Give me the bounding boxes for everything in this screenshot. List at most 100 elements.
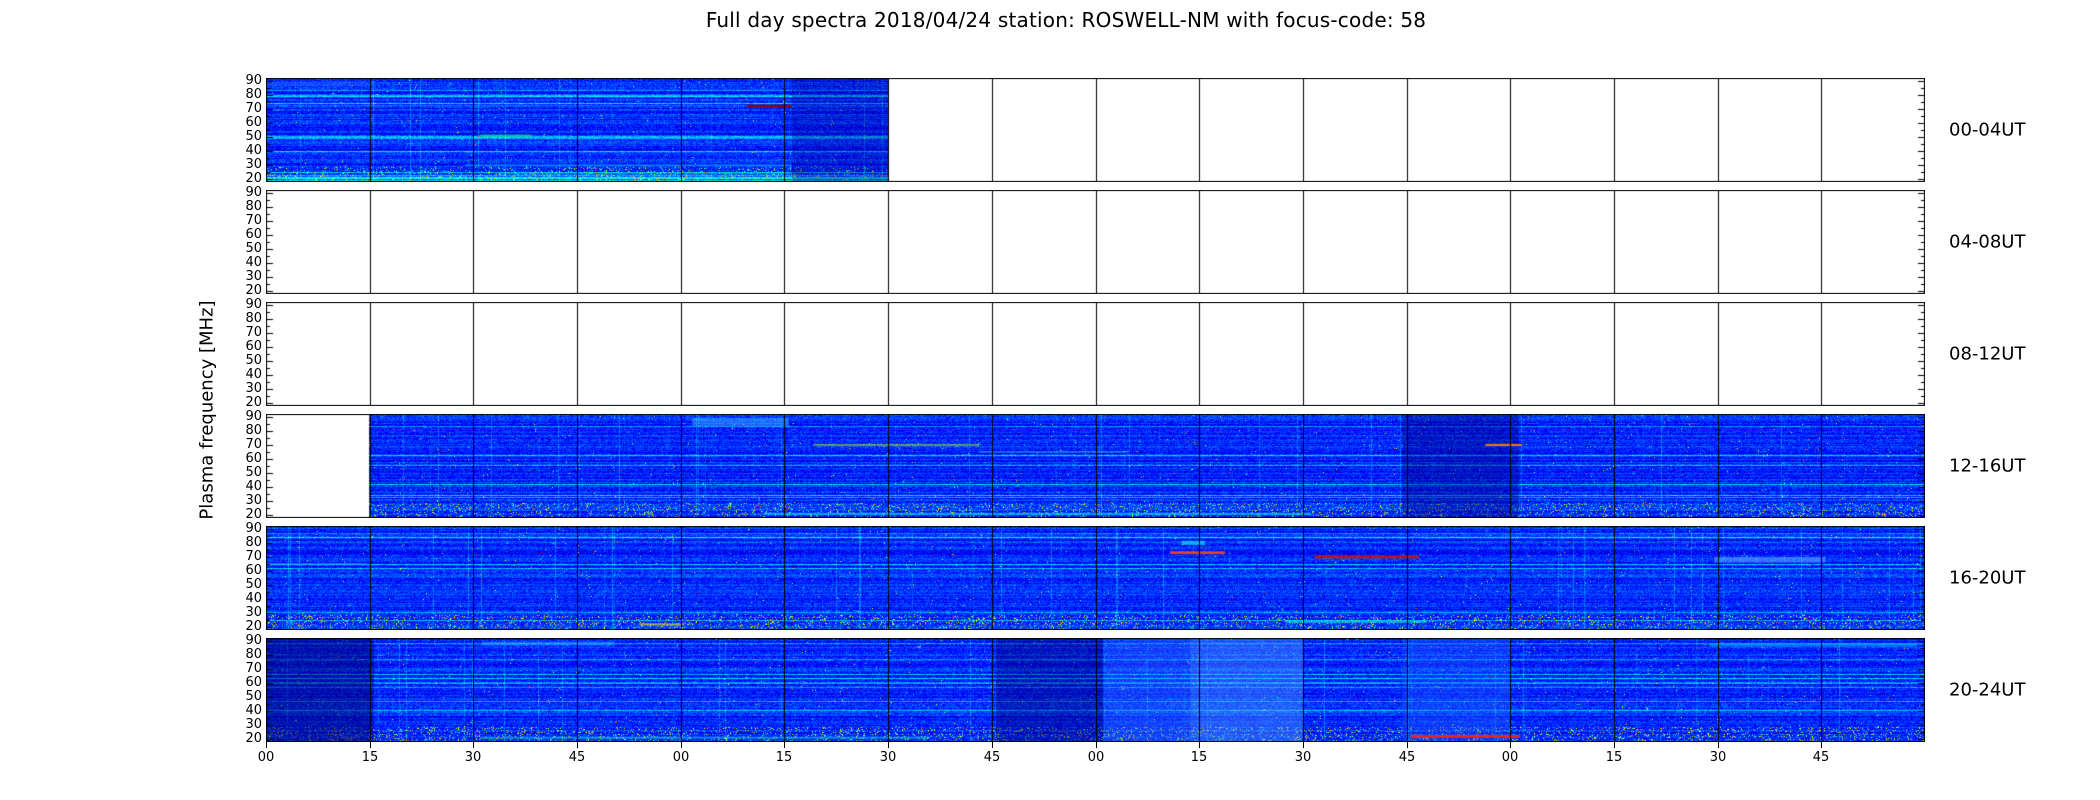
x-tick-label: 30 (464, 750, 482, 765)
y-axis-label: Plasma frequency [MHz] (196, 300, 218, 520)
y-tick-label: 90 (245, 296, 262, 312)
figure-title: Full day spectra 2018/04/24 station: ROS… (705, 8, 1427, 32)
y-tick-label: 70 (245, 324, 262, 340)
y-tick-label: 60 (245, 338, 262, 354)
x-tick-label: 30 (1709, 750, 1727, 765)
y-tick-label: 30 (245, 717, 262, 733)
y-tick-label: 60 (245, 674, 262, 690)
panel-time-label: 04-08UT (1949, 231, 2026, 253)
y-tick-label: 30 (245, 269, 262, 285)
panel-time-label: 08-12UT (1949, 343, 2026, 365)
y-tick-label: 40 (245, 367, 262, 383)
spectrogram-canvas (266, 78, 1925, 182)
x-tick-label: 15 (361, 750, 379, 765)
y-tick-label: 50 (245, 689, 262, 705)
y-tick-label: 50 (245, 577, 262, 593)
y-tick-label: 60 (245, 450, 262, 466)
x-tick-label: 00 (672, 750, 690, 765)
y-tick-label: 90 (245, 72, 262, 88)
x-tick-label: 00 (257, 750, 275, 765)
x-tick-mark (1096, 742, 1097, 748)
y-tick-label: 40 (245, 255, 262, 271)
y-tick-label: 80 (245, 86, 262, 102)
y-tick-label: 60 (245, 562, 262, 578)
spectra-panel-1: 90 80 70 60 50 40 30 20 00-04UT (245, 73, 2025, 185)
spectra-panel-6: 90 80 70 60 50 40 30 20 20-24UT (245, 633, 2025, 745)
y-tick-label: 90 (245, 184, 262, 200)
x-tick-mark (473, 742, 474, 748)
x-tick-label: 30 (1294, 750, 1312, 765)
y-tick-label: 80 (245, 646, 262, 662)
spectrogram-canvas (266, 638, 1925, 742)
y-tick-label: 70 (245, 100, 262, 116)
x-tick-label: 45 (983, 750, 1001, 765)
x-tick-label: 15 (1605, 750, 1623, 765)
x-tick-mark (1510, 742, 1511, 748)
x-tick-mark (1718, 742, 1719, 748)
y-tick-label: 80 (245, 198, 262, 214)
y-tick-label: 50 (245, 129, 262, 145)
x-tick-label: 15 (1190, 750, 1208, 765)
y-tick-label: 60 (245, 226, 262, 242)
spectrogram-canvas (266, 190, 1925, 294)
spectra-panel-4: 90 80 70 60 50 40 30 20 12-16UT (245, 409, 2025, 521)
x-tick-mark (1407, 742, 1408, 748)
y-tick-label: 50 (245, 465, 262, 481)
y-tick-label: 80 (245, 534, 262, 550)
y-tick-label: 30 (245, 381, 262, 397)
y-tick-label: 70 (245, 548, 262, 564)
x-tick-label: 45 (568, 750, 586, 765)
y-tick-label: 40 (245, 143, 262, 159)
y-tick-label: 50 (245, 353, 262, 369)
y-tick-label: 20 (245, 395, 262, 411)
spectra-panel-3: 90 80 70 60 50 40 30 20 08-12UT (245, 297, 2025, 409)
y-tick-label: 20 (245, 283, 262, 299)
y-tick-label: 20 (245, 731, 262, 747)
x-tick-mark (577, 742, 578, 748)
x-tick-label: 45 (1812, 750, 1830, 765)
spectra-panel-5: 90 80 70 60 50 40 30 20 16-20UT (245, 521, 2025, 633)
y-tick-label: 90 (245, 632, 262, 648)
x-tick-mark (888, 742, 889, 748)
x-tick-mark (1614, 742, 1615, 748)
y-tick-label: 60 (245, 114, 262, 130)
x-tick-mark (1303, 742, 1304, 748)
y-tick-label: 50 (245, 241, 262, 257)
y-tick-label: 90 (245, 520, 262, 536)
x-tick-label: 45 (1398, 750, 1416, 765)
x-tick-mark (370, 742, 371, 748)
x-tick-label: 00 (1501, 750, 1519, 765)
y-tick-label: 70 (245, 436, 262, 452)
x-tick-label: 30 (879, 750, 897, 765)
y-tick-label: 20 (245, 507, 262, 523)
spectra-panel-2: 90 80 70 60 50 40 30 20 04-08UT (245, 185, 2025, 297)
x-tick-mark (992, 742, 993, 748)
panel-time-label: 16-20UT (1949, 567, 2026, 589)
y-tick-label: 30 (245, 493, 262, 509)
spectrogram-canvas (266, 302, 1925, 406)
spectrogram-canvas (266, 414, 1925, 518)
x-tick-label: 00 (1087, 750, 1105, 765)
y-tick-label: 80 (245, 422, 262, 438)
y-tick-label: 80 (245, 310, 262, 326)
y-tick-label: 30 (245, 605, 262, 621)
y-tick-label: 70 (245, 212, 262, 228)
panel-time-label: 00-04UT (1949, 119, 2026, 141)
y-tick-label: 40 (245, 479, 262, 495)
x-tick-mark (1821, 742, 1822, 748)
panel-time-label: 20-24UT (1949, 679, 2026, 701)
spectrogram-canvas (266, 526, 1925, 630)
y-tick-label: 40 (245, 591, 262, 607)
x-tick-mark (266, 742, 267, 748)
y-tick-label: 20 (245, 619, 262, 635)
x-tick-mark (1199, 742, 1200, 748)
y-tick-label: 20 (245, 171, 262, 187)
y-tick-label: 40 (245, 703, 262, 719)
y-tick-label: 30 (245, 157, 262, 173)
x-tick-label: 15 (775, 750, 793, 765)
panel-time-label: 12-16UT (1949, 455, 2026, 477)
y-tick-label: 90 (245, 408, 262, 424)
x-tick-mark (681, 742, 682, 748)
y-tick-label: 70 (245, 660, 262, 676)
